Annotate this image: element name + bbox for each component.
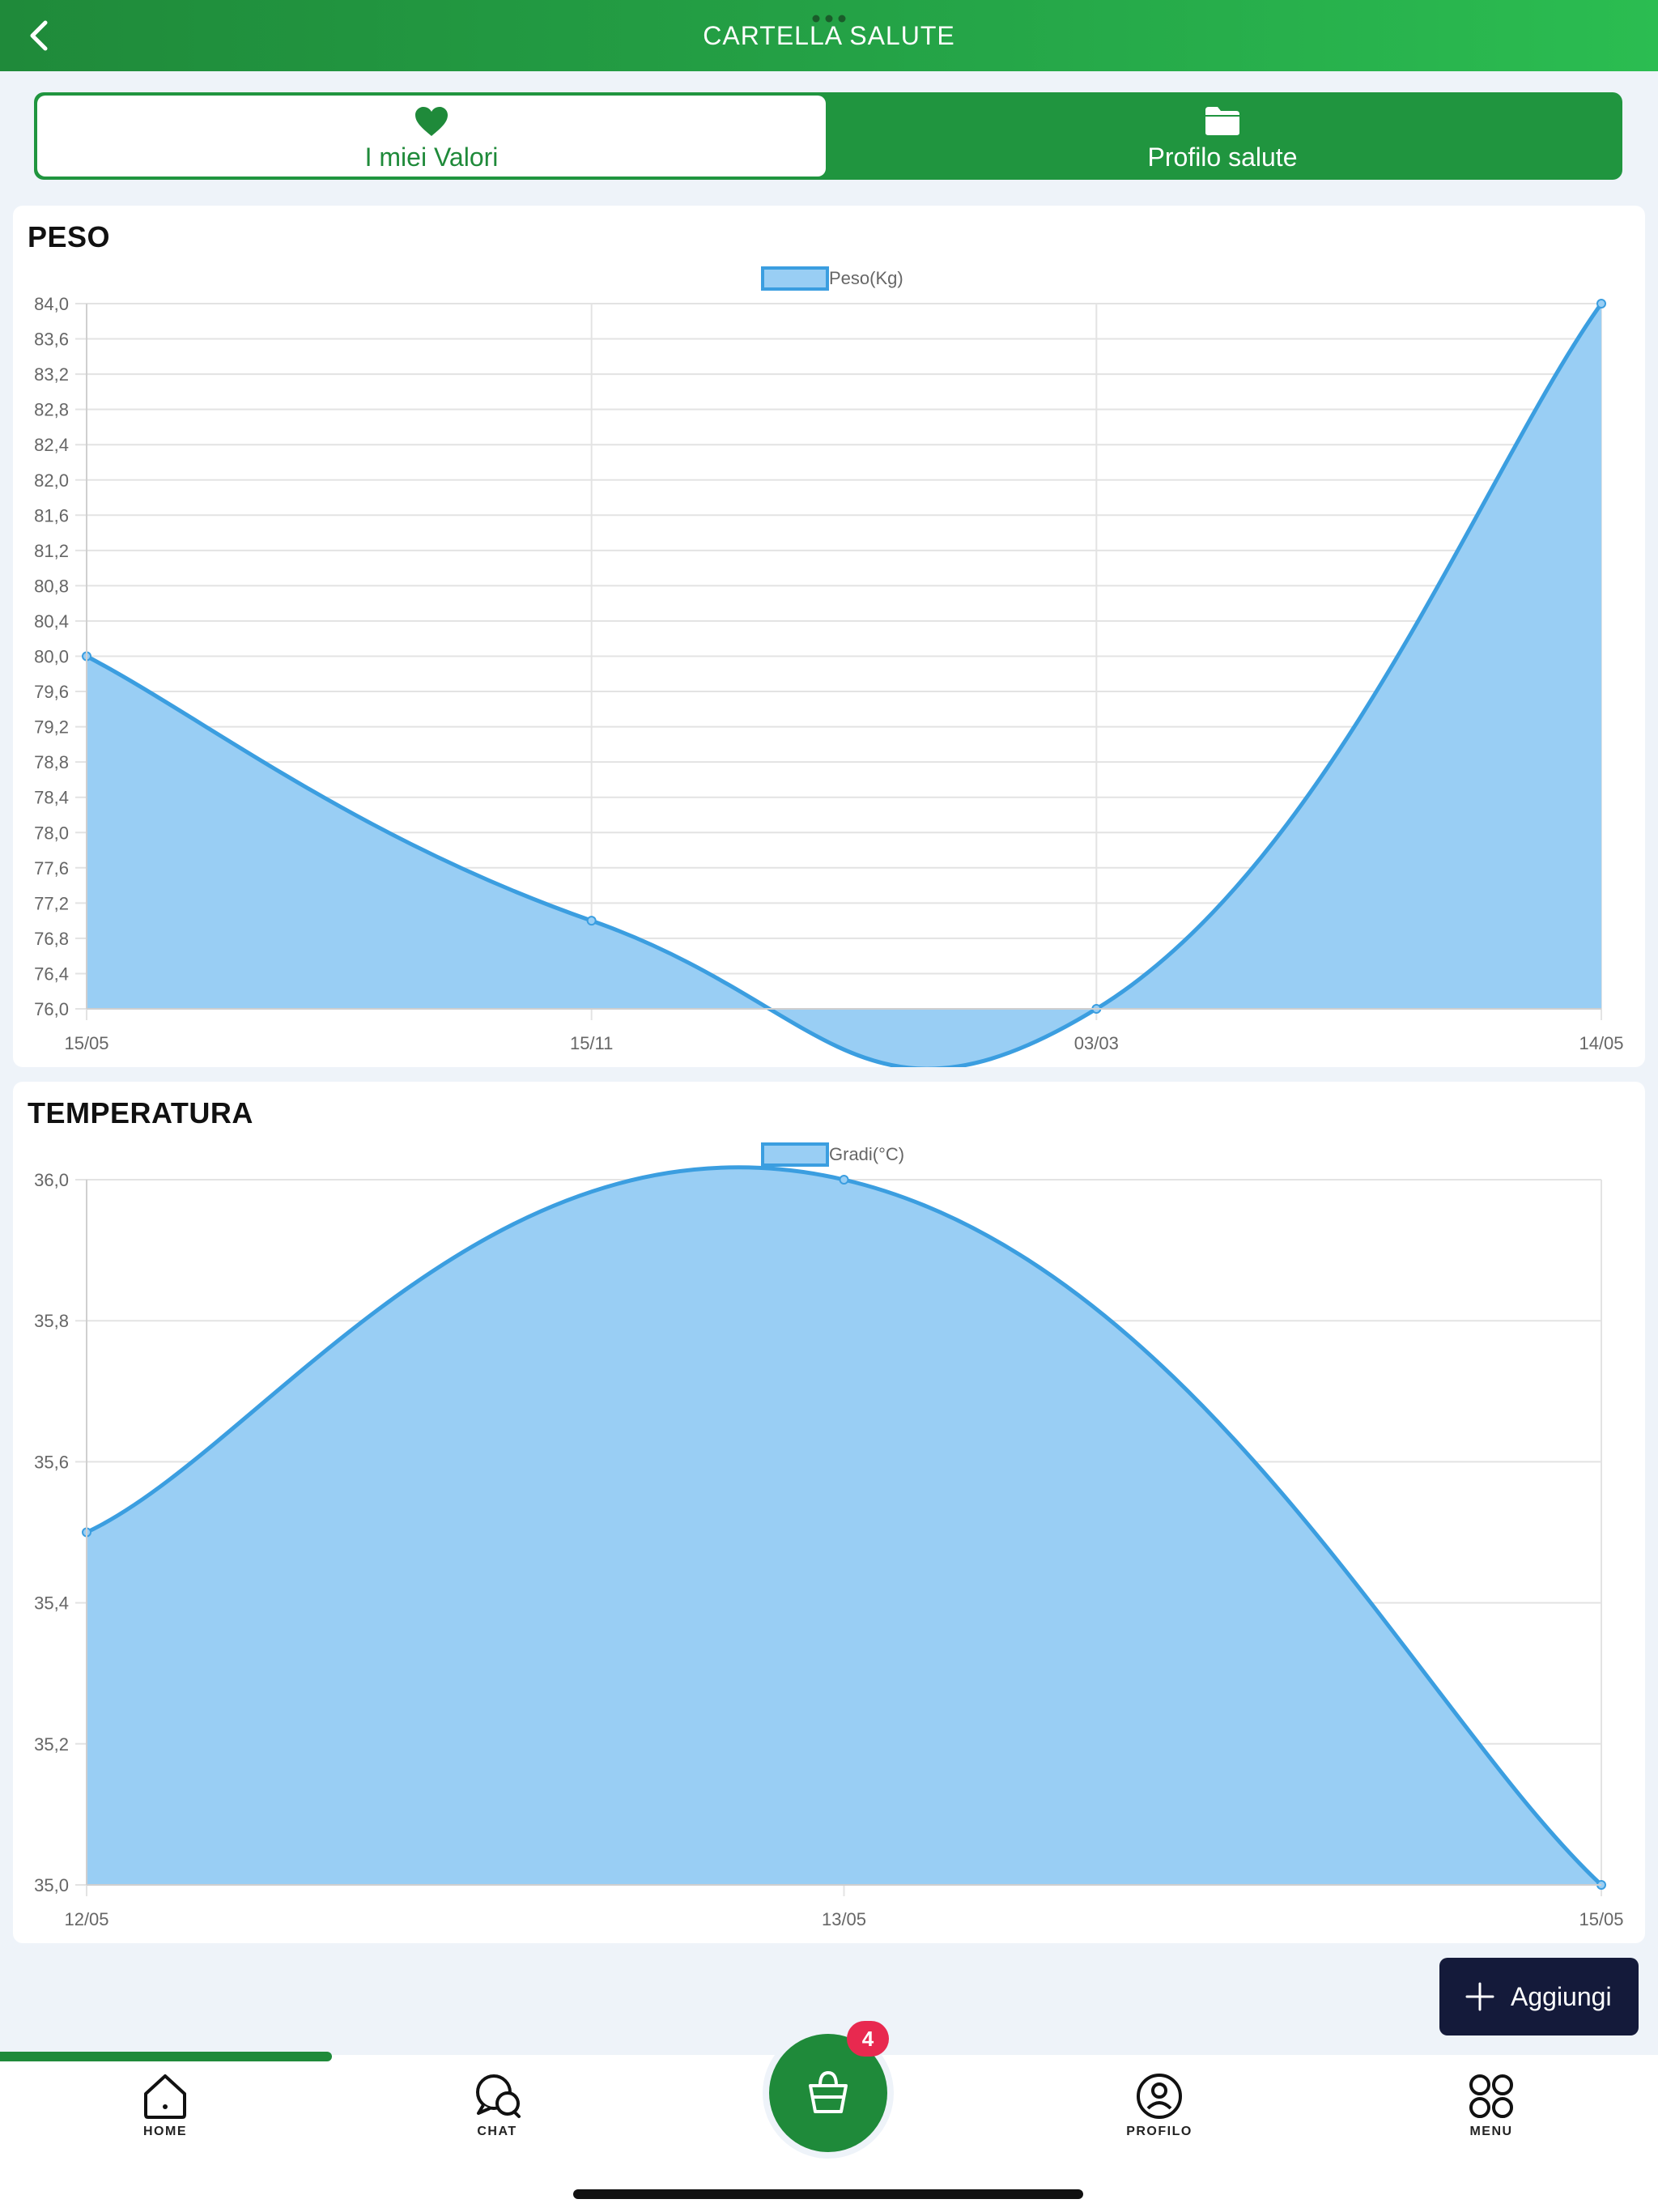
y-tick-label: 79,6	[34, 682, 69, 702]
x-tick-label: 15/11	[570, 1033, 613, 1053]
tab-label: I miei Valori	[364, 143, 499, 172]
page-title: CARTELLA SALUTE	[703, 21, 955, 50]
card-title: PESO	[28, 220, 111, 253]
data-point	[839, 1175, 849, 1185]
y-tick-label: 82,4	[34, 435, 69, 455]
x-tick-label: 03/03	[1074, 1033, 1119, 1053]
y-tick-label: 78,8	[34, 752, 69, 772]
nav-label: CHAT	[477, 2125, 517, 2138]
y-tick-label: 80,0	[34, 647, 69, 667]
y-tick-label: 35,0	[34, 1875, 69, 1895]
heart-icon	[415, 107, 448, 136]
y-tick-label: 35,8	[34, 1311, 69, 1331]
y-tick-label: 78,4	[34, 788, 69, 808]
y-tick-label: 79,2	[34, 717, 69, 738]
tab-i-miei-valori[interactable]: I miei Valori	[37, 96, 826, 177]
x-tick-label: 14/05	[1579, 1033, 1623, 1053]
legend-swatch	[761, 266, 829, 291]
data-point	[1596, 299, 1606, 308]
nav-label: PROFILO	[1126, 2125, 1192, 2138]
y-tick-label: 83,6	[34, 330, 69, 350]
aggiungi-label: Aggiungi	[1511, 1982, 1612, 2011]
y-tick-label: 78,0	[34, 823, 69, 843]
tab-profilo-salute[interactable]: Profilo salute	[826, 96, 1619, 177]
nav-home[interactable]: HOME	[68, 2073, 262, 2154]
more-dots-icon[interactable]	[811, 15, 847, 23]
y-tick-label: 81,6	[34, 505, 69, 525]
y-tick-label: 36,0	[34, 1170, 69, 1190]
folder-icon	[1205, 107, 1239, 135]
home-icon	[144, 2074, 186, 2119]
x-tick-label: 15/05	[1579, 1909, 1623, 1929]
plus-icon	[1465, 1982, 1494, 2011]
card-title: TEMPERATURA	[28, 1096, 253, 1129]
segmented-control: I miei Valori Profilo salute	[34, 92, 1622, 180]
back-arrow-icon[interactable]	[23, 18, 55, 53]
shopping-bag-icon	[809, 2070, 848, 2113]
y-tick-label: 76,4	[34, 963, 69, 984]
data-point	[586, 916, 597, 926]
home-indicator	[573, 2189, 1083, 2199]
series-area	[87, 1167, 1601, 1885]
series-line	[85, 1165, 1603, 1887]
header-bar: CARTELLA SALUTE	[0, 0, 1658, 71]
y-tick-label: 82,8	[34, 400, 69, 420]
y-tick-label: 82,0	[34, 470, 69, 491]
menu-grid-icon	[1469, 2074, 1513, 2118]
temperatura-chart: Gradi(°C) 36,0 35,8 35,6 35,4 35,2 35,0 12/05 13…	[34, 1142, 1624, 1929]
legend-swatch	[761, 1142, 829, 1167]
chat-icon	[476, 2074, 521, 2118]
cart-button[interactable]: 4	[769, 2021, 889, 2152]
y-tick-label: 77,6	[34, 858, 69, 878]
y-tick-label: 77,2	[34, 893, 69, 913]
peso-card: PESO Peso(Kg) 84,0 83,6 83,2 82,8 82,4 82,0 81,…	[13, 206, 1645, 1067]
x-tick-label: 12/05	[64, 1909, 108, 1929]
y-tick-label: 81,2	[34, 541, 69, 561]
y-tick-label: 35,2	[34, 1734, 69, 1755]
y-tick-label: 76,0	[34, 999, 69, 1019]
y-tick-label: 80,8	[34, 576, 69, 596]
y-tick-label: 76,8	[34, 929, 69, 949]
nav-chat[interactable]: CHAT	[400, 2073, 594, 2154]
y-tick-label: 83,2	[34, 364, 69, 385]
legend-label: Gradi(°C)	[829, 1144, 904, 1164]
x-tick-label: 15/05	[64, 1033, 108, 1053]
nav-menu[interactable]: MENU	[1394, 2073, 1588, 2154]
tab-label: Profilo salute	[1147, 143, 1298, 172]
nav-label: MENU	[1469, 2125, 1513, 2138]
temperatura-card: TEMPERATURA Gradi(°C) 36,0 35,8 35,6 35,4 35,…	[13, 1082, 1645, 1943]
nav-profilo[interactable]: PROFILO	[1062, 2073, 1256, 2154]
x-tick-label: 13/05	[822, 1909, 866, 1929]
series-line	[85, 302, 1604, 1067]
profile-icon	[1137, 2074, 1182, 2119]
peso-chart: Peso(Kg) 84,0 83,6 83,2 82,8 82,4 82,0 81,6 81,2…	[34, 266, 1624, 1067]
series-area	[87, 304, 1601, 1067]
y-tick-label: 35,4	[34, 1593, 69, 1614]
cart-count-badge: 4	[847, 2021, 889, 2057]
active-tab-indicator	[0, 2052, 332, 2061]
legend-label: Peso(Kg)	[829, 268, 903, 288]
aggiungi-button[interactable]: Aggiungi	[1439, 1958, 1639, 2035]
y-tick-label: 35,6	[34, 1452, 69, 1472]
y-tick-label: 84,0	[34, 294, 69, 314]
y-tick-label: 80,4	[34, 611, 69, 632]
nav-label: HOME	[143, 2125, 187, 2138]
